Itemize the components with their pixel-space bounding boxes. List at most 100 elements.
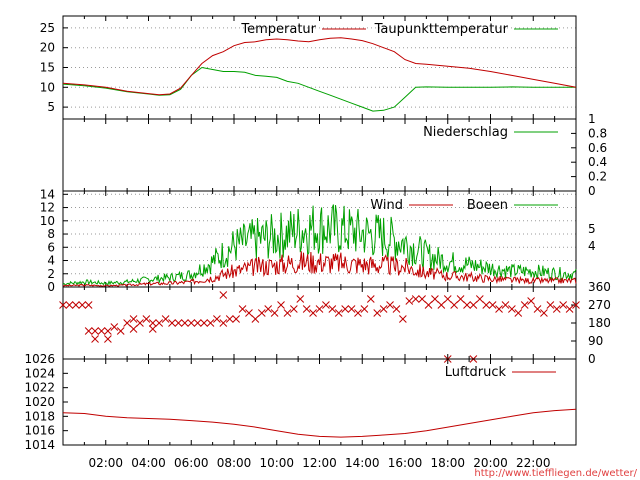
precipitation-ytick-right-label: 0.2 xyxy=(588,170,607,184)
gust-legend-label: Boeen xyxy=(467,198,508,213)
wind-direction-point xyxy=(360,305,369,313)
x-tick-label: 14:00 xyxy=(345,456,380,470)
wind-direction-point xyxy=(514,309,523,317)
wind-direction-point xyxy=(495,305,503,313)
wind-direction-point xyxy=(71,301,80,309)
wind-direction-point xyxy=(475,295,484,303)
wind-ytick-right-label: 5 xyxy=(588,222,596,236)
wind-direction-point xyxy=(366,295,375,303)
wind-direction-point xyxy=(488,301,497,309)
wind-ytick-label: 4 xyxy=(47,254,55,268)
wind-direction-point xyxy=(116,327,125,335)
wind-direction-point xyxy=(257,309,266,317)
wind-direction-point xyxy=(148,319,157,327)
wind-direction-point xyxy=(296,295,305,303)
x-tick-label: 06:00 xyxy=(174,456,209,470)
precipitation-ytick-right-label: 0.4 xyxy=(588,155,607,169)
wind-direction-point xyxy=(302,305,311,313)
wind-direction-point xyxy=(232,315,240,323)
wind-direction-point xyxy=(289,305,298,313)
wind-ytick-label: 2 xyxy=(47,267,55,281)
wind-direction-point xyxy=(354,309,362,317)
wind-direction-point xyxy=(341,305,350,313)
wind-direction-ytick-right-label: 0 xyxy=(588,352,596,366)
wind-direction-point xyxy=(104,327,112,335)
wind-direction-point xyxy=(437,301,446,309)
wind-direction-ytick-right-label: 180 xyxy=(588,316,611,330)
wind-direction-point xyxy=(245,309,253,317)
wind-direction-point xyxy=(572,301,580,309)
wind-direction-point xyxy=(309,309,317,317)
wind-direction-point xyxy=(418,295,426,303)
wind-direction-point xyxy=(136,319,144,327)
wind-direction-point xyxy=(193,319,202,327)
temperature-ytick-label: 20 xyxy=(40,41,55,55)
temperature-ytick-label: 25 xyxy=(40,21,55,35)
wind-direction-ytick-right-label: 360 xyxy=(588,280,611,294)
wind-direction-point xyxy=(469,301,478,309)
x-tick-label: 22:00 xyxy=(516,456,551,470)
wind-direction-point xyxy=(520,301,529,309)
wind-direction-point xyxy=(443,295,452,303)
x-tick-label: 18:00 xyxy=(430,456,465,470)
wind-direction-point xyxy=(392,305,401,313)
wind-direction-point xyxy=(187,319,196,327)
gust-line xyxy=(62,204,577,286)
wind-direction-point xyxy=(540,309,548,317)
wind-direction-point xyxy=(379,305,388,313)
dewpoint-legend-label: Taupunkttemperatur xyxy=(374,22,509,37)
credit-link[interactable]: http://www.tieffliegen.de/wetter/ xyxy=(474,468,637,479)
x-tick-label: 10:00 xyxy=(259,456,294,470)
wind-direction-point xyxy=(225,315,234,323)
x-tick-label: 08:00 xyxy=(217,456,252,470)
wind-direction-point xyxy=(206,319,215,327)
wind-ytick-label: 6 xyxy=(47,240,55,254)
temperature-ytick-label: 10 xyxy=(40,80,55,94)
wind-direction-point xyxy=(322,301,330,309)
precipitation-ytick-right-label: 1 xyxy=(588,112,596,126)
x-tick-label: 12:00 xyxy=(302,456,337,470)
wind-direction-point xyxy=(546,301,555,309)
wind-direction-point xyxy=(59,301,67,309)
wind-direction-point xyxy=(91,335,99,343)
wind-direction-point xyxy=(431,295,439,303)
wind-direction-point xyxy=(283,309,292,317)
pressure-ytick-label: 1026 xyxy=(24,352,55,366)
dewpoint-line xyxy=(62,66,576,112)
x-tick-label: 20:00 xyxy=(473,456,508,470)
wind-ytick-label: 8 xyxy=(47,227,55,241)
wind-direction-point xyxy=(174,319,183,327)
temperature-ytick-label: 5 xyxy=(47,100,55,114)
wind-direction-point xyxy=(84,301,93,309)
wind-direction-point xyxy=(123,319,131,327)
pressure-ytick-label: 1022 xyxy=(24,381,55,395)
wind-direction-point xyxy=(264,305,273,313)
wind-ytick-right-label: 4 xyxy=(588,239,596,253)
pressure-ytick-label: 1018 xyxy=(24,409,55,423)
precipitation-ytick-right-label: 0.6 xyxy=(588,141,607,155)
wind-direction-point xyxy=(129,315,138,323)
wind-ytick-label: 14 xyxy=(40,187,55,201)
wind-direction-point xyxy=(91,327,99,335)
wind-direction-point xyxy=(238,305,247,313)
wind-direction-point xyxy=(168,319,176,327)
x-tick-label: 02:00 xyxy=(88,456,123,470)
wind-direction-point xyxy=(552,305,561,313)
wind-direction-point xyxy=(110,323,119,331)
wind-ytick-label: 12 xyxy=(40,201,55,215)
wind-direction-point xyxy=(65,301,74,309)
temperature-panel: 5 10 15 20 25 Temperatur Taupunkttemperatur xyxy=(40,15,577,120)
wind-direction-point xyxy=(501,301,510,309)
pressure-ytick-label: 1014 xyxy=(24,438,55,452)
wind-direction-point xyxy=(213,315,221,323)
wind-ytick-label: 0 xyxy=(47,280,55,294)
wind-ytick-label: 10 xyxy=(40,214,55,228)
wind-direction-point xyxy=(180,319,189,327)
wind-direction-point xyxy=(155,319,164,327)
wind-direction-ytick-right-label: 90 xyxy=(588,334,603,348)
precipitation-ytick-right-label: 0.8 xyxy=(588,126,607,140)
wind-direction-point xyxy=(97,327,106,335)
wind-direction-point xyxy=(161,315,170,323)
